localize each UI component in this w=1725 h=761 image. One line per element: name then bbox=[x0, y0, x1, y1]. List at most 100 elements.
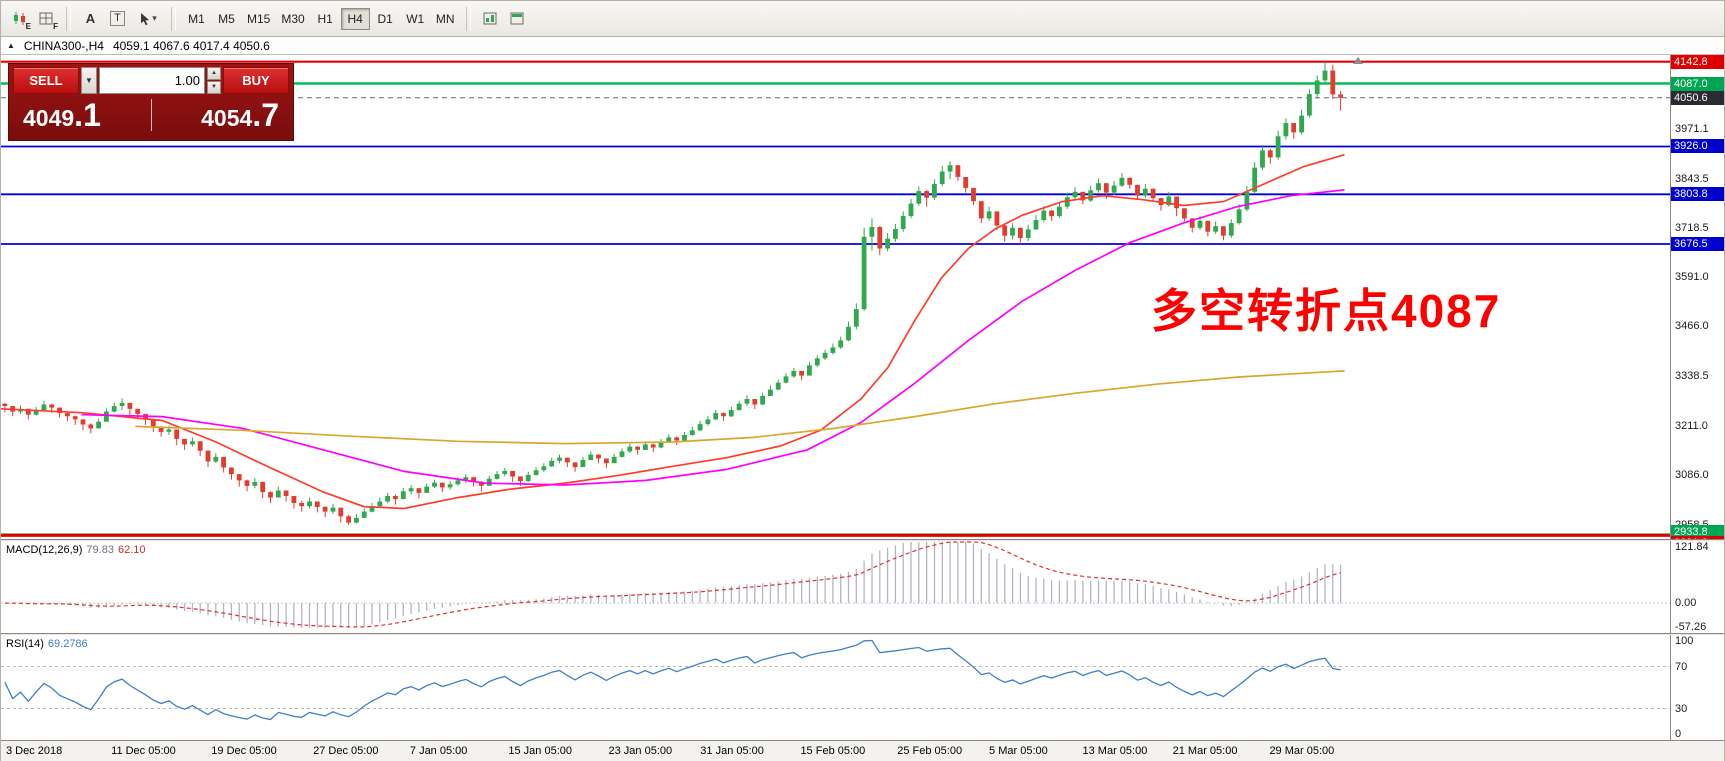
price-tick: 3211.0 bbox=[1675, 420, 1708, 432]
price-tick: 3971.1 bbox=[1675, 122, 1709, 135]
time-label: 11 Dec 05:00 bbox=[111, 745, 176, 757]
price-tag: 2933.8 bbox=[1671, 525, 1724, 539]
toolbar-separator bbox=[66, 6, 71, 31]
price-tick: 3718.5 bbox=[1675, 221, 1709, 234]
buy-button[interactable]: BUY bbox=[223, 67, 289, 94]
trade-panel-prices: 4049.1 4054.7 bbox=[13, 94, 289, 136]
sell-button[interactable]: SELL bbox=[13, 67, 79, 94]
chart-info-bar: ▲ CHINA300-,H4 4059.1 4067.6 4017.4 4050… bbox=[1, 37, 1724, 55]
timeframe-group: M1 M5 M15 M30 H1 H4 D1 W1 MN bbox=[182, 7, 460, 30]
time-label: 27 Dec 05:00 bbox=[313, 745, 379, 757]
ma-slow bbox=[135, 370, 1345, 445]
timeframe-button-h4[interactable]: H4 bbox=[340, 7, 370, 30]
price-tick: 3591.0 bbox=[1675, 271, 1709, 284]
price-tag: 3676.5 bbox=[1671, 237, 1724, 252]
timeframe-button-m15[interactable]: M15 bbox=[242, 8, 275, 30]
rsi-tick: 70 bbox=[1675, 660, 1688, 673]
rsi-tick: 30 bbox=[1675, 702, 1688, 715]
rsi-plot[interactable]: RSI(14) 69.2786 bbox=[1, 635, 1670, 740]
rsi-line bbox=[4, 639, 1341, 721]
template-window-icon[interactable] bbox=[504, 7, 531, 31]
insert-text-icon[interactable]: A bbox=[77, 7, 104, 31]
price-tick: 3086.0 bbox=[1675, 468, 1709, 481]
chevron-down-icon: ▾ bbox=[152, 13, 157, 23]
trade-panel-controls: SELL ▼ ▲ ▼ BUY bbox=[13, 67, 289, 94]
time-label: 19 Dec 05:00 bbox=[211, 745, 277, 757]
toolbar: E F A T ▾ M1 M5 M15 M30 H1 H4 D1 W1 MN bbox=[1, 1, 1724, 37]
price-tag: 2931.3 bbox=[1671, 536, 1724, 539]
price-tick: 3466.0 bbox=[1675, 320, 1709, 333]
volume-stepper: ▲ ▼ bbox=[207, 67, 221, 94]
rsi-value: 69.2786 bbox=[47, 638, 88, 650]
timeframe-button-h1[interactable]: H1 bbox=[311, 8, 340, 30]
time-label: 31 Jan 05:00 bbox=[700, 745, 764, 757]
time-label: 23 Jan 05:00 bbox=[608, 745, 673, 757]
cursor-glyph bbox=[141, 12, 150, 25]
candlestick-glyph bbox=[13, 12, 25, 25]
volume-dropdown-button[interactable]: ▼ bbox=[81, 67, 97, 94]
chart-annotation-text: 多空转折点4087 bbox=[1151, 285, 1502, 337]
time-label: 15 Feb 05:00 bbox=[800, 745, 866, 757]
price-divider bbox=[150, 99, 152, 131]
indicator-window-glyph bbox=[483, 12, 497, 24]
timeframe-button-m1[interactable]: M1 bbox=[182, 8, 211, 30]
main-chart-section: SELL ▼ ▲ ▼ BUY 4049.1 4054.7 多空转折点4087 bbox=[1, 55, 1724, 539]
price-tag: 3926.0 bbox=[1671, 139, 1724, 154]
time-label: 29 Mar 05:00 bbox=[1269, 745, 1335, 757]
time-label: 21 Mar 05:00 bbox=[1172, 745, 1238, 757]
toolbar-separator bbox=[171, 6, 176, 31]
candlestick-chart-icon[interactable]: E bbox=[6, 7, 33, 31]
timeframe-button-mn[interactable]: MN bbox=[431, 8, 460, 30]
price-scale[interactable]: 3971.1 3843.5 3718.5 3591.0 3466.0 3338.5 3211… bbox=[1670, 55, 1724, 539]
volume-decrease-button[interactable]: ▼ bbox=[207, 81, 221, 94]
macd-scale[interactable]: 121.84 0.00 -57.26 bbox=[1670, 541, 1724, 633]
price-tick: 3338.5 bbox=[1675, 370, 1709, 383]
macd-tick: 121.84 bbox=[1675, 541, 1709, 554]
price-tick: 3843.5 bbox=[1675, 172, 1709, 185]
price-chart-plot[interactable]: SELL ▼ ▲ ▼ BUY 4049.1 4054.7 多空转折点4087 bbox=[1, 55, 1670, 539]
price-tag: 4142.8 bbox=[1671, 55, 1724, 69]
sell-price: 4049.1 bbox=[23, 96, 101, 133]
ohlc-values-label: 4059.1 4067.6 4017.4 4050.6 bbox=[112, 38, 270, 53]
one-click-trade-panel: SELL ▼ ▲ ▼ BUY 4049.1 4054.7 bbox=[8, 63, 294, 141]
volume-increase-button[interactable]: ▲ bbox=[207, 67, 221, 80]
macd-plot[interactable]: MACD(12,26,9) 79.83 62.10 bbox=[1, 541, 1670, 633]
text-label-icon[interactable]: T bbox=[104, 7, 131, 31]
time-axis[interactable]: 3 Dec 2018 11 Dec 05:00 19 Dec 05:00 27 Dec… bbox=[1, 740, 1724, 761]
timeframe-button-m5[interactable]: M5 bbox=[212, 8, 241, 30]
macd-section: MACD(12,26,9) 79.83 62.10 121.84 0.00 -57.26 bbox=[1, 541, 1724, 633]
timeframe-button-w1[interactable]: W1 bbox=[401, 8, 430, 30]
timeframe-button-d1[interactable]: D1 bbox=[371, 8, 400, 30]
macd-label: MACD(12,26,9) 79.83 62.10 bbox=[6, 544, 146, 556]
grid-chart-icon[interactable]: F bbox=[33, 7, 60, 31]
time-label: 3 Dec 2018 bbox=[6, 745, 63, 757]
rsi-tick: 100 bbox=[1675, 635, 1694, 647]
price-tag: 4087.0 bbox=[1671, 76, 1724, 91]
macd-tick: 0.00 bbox=[1675, 597, 1697, 610]
buy-price: 4054.7 bbox=[201, 96, 279, 133]
price-tag: 4050.6 bbox=[1671, 90, 1724, 105]
macd-tick: -57.26 bbox=[1675, 621, 1707, 633]
panel-splitter[interactable] bbox=[1, 539, 1724, 541]
volume-input[interactable] bbox=[99, 67, 205, 94]
panel-splitter[interactable] bbox=[1, 633, 1724, 635]
grid-glyph bbox=[39, 12, 53, 24]
symbol-timeframe-label: CHINA300-,H4 bbox=[23, 38, 104, 53]
ma-mid bbox=[81, 189, 1345, 486]
rsi-scale[interactable]: 100 70 30 0 bbox=[1670, 635, 1724, 740]
indicator-window-icon[interactable] bbox=[477, 7, 504, 31]
toolbar-separator bbox=[465, 6, 471, 31]
ma-fast bbox=[1, 153, 1345, 510]
rsi-section: RSI(14) 69.2786 100 70 30 0 bbox=[1, 635, 1724, 740]
cursor-tool-icon[interactable]: ▾ bbox=[131, 7, 165, 31]
macd-signal-value: 62.10 bbox=[117, 544, 146, 556]
price-tag: 3803.8 bbox=[1671, 187, 1724, 202]
macd-main-value: 79.83 bbox=[86, 544, 114, 556]
timeframe-button-m30[interactable]: M30 bbox=[276, 8, 309, 30]
collapse-panel-icon[interactable]: ▲ bbox=[7, 41, 15, 50]
time-label: 15 Jan 05:00 bbox=[508, 745, 572, 757]
time-label: 5 Mar 05:00 bbox=[989, 745, 1048, 757]
chart-shift-icon[interactable] bbox=[1352, 57, 1363, 64]
rsi-label: RSI(14) 69.2786 bbox=[6, 638, 88, 650]
